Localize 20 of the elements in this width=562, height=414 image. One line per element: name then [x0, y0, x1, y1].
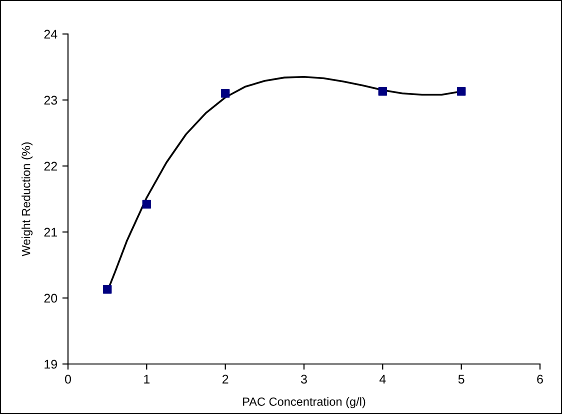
y-tick-label: 19 [44, 360, 57, 369]
x-tick-label: 6 [537, 374, 543, 384]
y-axis-title: Weight Reduction (%) [22, 142, 33, 256]
y-tick-label: 24 [44, 30, 58, 39]
point [220, 89, 230, 98]
point [142, 200, 152, 209]
x-tick-label: 4 [379, 374, 386, 384]
x-axis-title: PAC Concentration (g/l) [243, 397, 366, 408]
y-tick-label: 20 [44, 294, 58, 303]
point [378, 87, 388, 96]
y-tick-label: 21 [44, 228, 57, 237]
point [102, 285, 112, 294]
x-tick-label: 5 [458, 374, 464, 384]
point [456, 87, 466, 96]
x-tick-label: 2 [222, 374, 228, 384]
x-tick-label: 0 [65, 374, 71, 384]
x-tick-label: 1 [144, 374, 150, 384]
y-tick-label: 22 [44, 162, 57, 171]
y-tick-label: 23 [44, 96, 58, 105]
x-tick-label: 3 [301, 374, 307, 384]
